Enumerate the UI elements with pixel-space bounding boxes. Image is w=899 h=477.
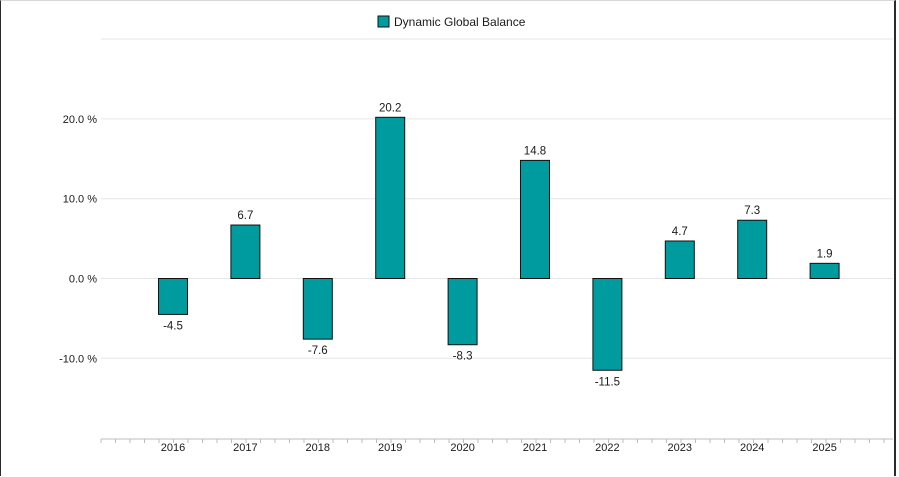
data-label: -8.3 xyxy=(453,351,473,363)
x-tick-label: 2021 xyxy=(523,442,547,454)
data-label: -11.5 xyxy=(595,376,620,388)
y-tick-label: 0.0 % xyxy=(69,274,97,286)
y-tick-label: 20.0 % xyxy=(63,114,97,126)
legend-swatch xyxy=(377,15,390,28)
y-tick-label: 10.0 % xyxy=(63,194,97,206)
bar xyxy=(592,278,623,371)
bar xyxy=(737,219,768,280)
bar xyxy=(809,262,840,280)
x-tick-label: 2022 xyxy=(595,442,619,454)
x-tick-label: 2025 xyxy=(812,442,836,454)
bar xyxy=(664,240,695,280)
data-label: 20.2 xyxy=(379,102,401,114)
bars xyxy=(158,116,840,371)
data-label: -7.6 xyxy=(308,345,328,357)
bar xyxy=(302,278,333,340)
legend-label: Dynamic Global Balance xyxy=(394,15,526,29)
x-tick-label: 2018 xyxy=(306,442,330,454)
x-tick-label: 2023 xyxy=(668,442,692,454)
x-tick-label: 2019 xyxy=(378,442,402,454)
y-tick-label: -10.0 % xyxy=(59,353,97,365)
bar xyxy=(230,224,261,279)
grid-lines xyxy=(101,38,893,359)
bar xyxy=(375,116,406,279)
data-label: -4.5 xyxy=(163,320,183,332)
x-axis xyxy=(100,438,893,443)
bar xyxy=(447,278,478,346)
legend: Dynamic Global Balance xyxy=(377,15,526,29)
x-tick-label: 2024 xyxy=(740,442,764,454)
data-label: 14.8 xyxy=(524,145,546,157)
data-label: 4.7 xyxy=(672,226,688,238)
bar xyxy=(520,159,550,279)
bar xyxy=(158,278,188,315)
data-label: 6.7 xyxy=(237,210,253,222)
x-tick-label: 2020 xyxy=(450,442,474,454)
labels: 20.0 % 10.0 % 0.0 % -10.0 % -4.5 2016 6.7 2017 -… xyxy=(59,102,837,454)
x-tick-label: 2017 xyxy=(233,442,257,454)
data-label: 7.3 xyxy=(744,205,760,217)
x-tick-label: 2016 xyxy=(161,442,185,454)
data-label: 1.9 xyxy=(817,248,833,260)
